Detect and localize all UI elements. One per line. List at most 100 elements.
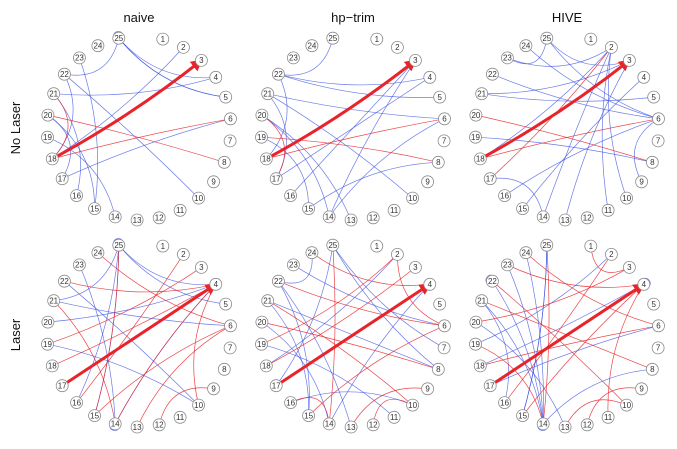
node-circle <box>500 258 514 272</box>
node: 21 <box>47 294 61 308</box>
negative-edge <box>480 47 612 160</box>
node-circle <box>406 191 420 205</box>
node-label: 19 <box>471 133 480 142</box>
column-title-hive: HIVE <box>552 10 583 25</box>
node-label: 8 <box>650 365 655 374</box>
node-circle <box>437 341 451 355</box>
node-circle <box>651 341 665 355</box>
negative-edge <box>275 244 334 386</box>
node: 16 <box>284 189 298 203</box>
node: 23 <box>286 51 300 65</box>
node: 6 <box>438 112 451 126</box>
node: 7 <box>223 134 237 148</box>
node: 16 <box>70 189 83 203</box>
node: 15 <box>88 202 101 216</box>
node-label: 12 <box>155 421 164 430</box>
node-circle <box>498 189 512 203</box>
node-label: 23 <box>75 261 84 270</box>
negative-edge <box>633 118 659 182</box>
node-circle <box>255 108 269 122</box>
node-circle <box>194 54 208 67</box>
negative-edge <box>118 37 227 99</box>
node: 4 <box>637 277 651 291</box>
positive-edge <box>475 114 653 163</box>
node-label: 23 <box>289 261 298 270</box>
node-circle <box>637 277 651 291</box>
negative-edge <box>278 73 431 86</box>
node-label: 11 <box>390 206 399 215</box>
node-circle <box>152 418 166 432</box>
node-label: 3 <box>413 56 418 65</box>
node-label: 10 <box>194 194 203 203</box>
node-label: 3 <box>199 263 204 272</box>
node-label: 1 <box>375 242 380 251</box>
node: 1 <box>584 239 598 253</box>
node-circle <box>305 39 319 53</box>
node-circle <box>580 418 594 432</box>
network-panel: 1234567891011121314151617181920212223242… <box>255 31 451 227</box>
node: 21 <box>47 87 61 101</box>
node: 3 <box>623 260 636 274</box>
node: 23 <box>500 258 514 272</box>
positive-edge <box>52 283 217 367</box>
negative-edge <box>328 60 416 218</box>
node: 3 <box>408 54 422 67</box>
node: 11 <box>387 203 401 217</box>
node: 23 <box>73 258 86 272</box>
node-circle <box>623 54 636 67</box>
node-label: 20 <box>257 318 266 327</box>
node: 2 <box>605 41 618 54</box>
positive-edge <box>350 387 429 428</box>
node-circle <box>284 189 298 203</box>
node-circle <box>58 274 71 288</box>
node-label: 4 <box>214 73 219 82</box>
node: 7 <box>437 341 451 355</box>
node-circle <box>370 32 384 46</box>
node-label: 16 <box>500 191 509 200</box>
node-label: 8 <box>436 365 441 374</box>
node-label: 12 <box>583 214 592 223</box>
node-label: 2 <box>609 43 614 52</box>
node-label: 7 <box>442 344 447 353</box>
node: 24 <box>91 39 105 53</box>
node: 1 <box>370 239 384 253</box>
negative-edge <box>64 280 199 406</box>
node-label: 24 <box>307 249 316 258</box>
node-label: 20 <box>471 111 480 120</box>
node-circle <box>173 410 187 424</box>
node-label: 12 <box>583 421 592 430</box>
node: 12 <box>366 418 380 432</box>
node-circle <box>485 274 499 288</box>
positive-edge <box>261 321 439 370</box>
node-label: 9 <box>425 385 430 394</box>
node-circle <box>431 155 445 169</box>
node-label: 25 <box>114 241 123 250</box>
positive-edge <box>372 398 414 425</box>
negative-edge <box>47 283 217 323</box>
negative-edge <box>492 281 545 425</box>
node-circle <box>540 31 554 45</box>
node: 4 <box>209 277 223 291</box>
node-circle <box>130 420 144 434</box>
node: 22 <box>485 274 499 288</box>
node-label: 11 <box>604 413 613 422</box>
node-circle <box>475 87 489 101</box>
node: 13 <box>344 213 358 227</box>
node: 22 <box>58 274 71 288</box>
node-circle <box>73 51 86 65</box>
node-label: 8 <box>222 365 227 374</box>
node: 22 <box>271 67 285 81</box>
node: 24 <box>519 246 533 260</box>
node-circle <box>259 152 273 166</box>
node-label: 4 <box>428 280 433 289</box>
node: 14 <box>108 210 122 224</box>
node-label: 5 <box>651 93 656 102</box>
node-circle <box>207 382 221 396</box>
negative-edge <box>47 136 117 218</box>
node-label: 12 <box>369 214 378 223</box>
node-circle <box>41 337 54 351</box>
node: 18 <box>45 359 59 373</box>
node-label: 19 <box>43 133 52 142</box>
node-label: 1 <box>375 35 380 44</box>
node-label: 24 <box>307 42 316 51</box>
